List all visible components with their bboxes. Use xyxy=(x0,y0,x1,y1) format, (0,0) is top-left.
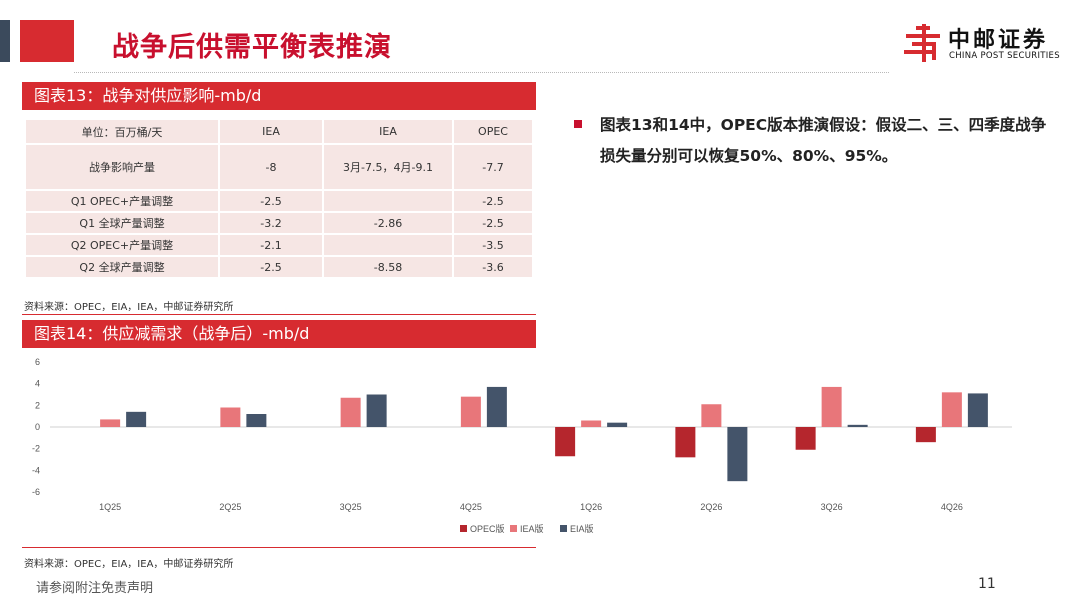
table-header-cell: IEA xyxy=(322,118,454,145)
bar-EIA版-1Q26 xyxy=(607,422,628,427)
table-cell: -2.5 xyxy=(218,255,324,279)
chart-source-divider xyxy=(22,547,536,548)
table-cell: -7.7 xyxy=(452,143,534,191)
bar-EIA版-3Q26 xyxy=(847,424,868,427)
table-cell: Q2 全球产量调整 xyxy=(24,255,220,279)
x-tick-label: 1Q26 xyxy=(580,502,602,512)
table-cell: Q2 OPEC+产量调整 xyxy=(24,233,220,257)
page-number: 11 xyxy=(978,576,996,592)
legend-swatch xyxy=(460,525,467,532)
bar-EIA版-2Q26 xyxy=(727,427,748,482)
table-row: Q1 全球产量调整 -3.2 -2.86 -2.5 xyxy=(24,211,534,235)
chart-section-title: 图表14：供应减需求（战争后）-mb/d xyxy=(22,320,536,348)
table-cell: -3.2 xyxy=(218,211,324,235)
legend-swatch xyxy=(510,525,517,532)
x-tick-label: 4Q25 xyxy=(460,502,482,512)
header-accent-bar xyxy=(0,20,10,62)
table-source-note: 资料来源：OPEC，EIA，IEA，中邮证券研究所 xyxy=(24,302,234,313)
bar-IEA版-1Q26 xyxy=(581,420,602,427)
table-source-divider xyxy=(22,314,536,315)
bar-EIA版-4Q25 xyxy=(486,386,507,427)
table-cell xyxy=(322,189,454,213)
table-header-cell: 单位：百万桶/天 xyxy=(24,118,220,145)
company-logo: 中邮证券 CHINA POST SECURITIES xyxy=(902,22,1072,68)
table-cell: -2.5 xyxy=(452,211,534,235)
legend-swatch xyxy=(560,525,567,532)
table-cell: -3.5 xyxy=(452,233,534,257)
y-tick-label: 2 xyxy=(35,400,40,410)
legend-label: IEA版 xyxy=(520,523,544,534)
supply-demand-bar-chart: 6 4 2 0 -2 -4 -6 1Q25 2Q25 3Q25 4Q25 1Q26 2Q26 3Q26 4Q… xyxy=(32,357,1012,534)
bar-IEA版-3Q26 xyxy=(821,386,842,427)
bar-OPEC版-3Q26 xyxy=(795,427,816,450)
bullet-square-icon xyxy=(574,120,582,128)
bar-IEA版-4Q26 xyxy=(941,392,962,427)
table-cell: -2.5 xyxy=(218,189,324,213)
bar-EIA版-2Q25 xyxy=(246,414,267,427)
table-row: Q1 OPEC+产量调整 -2.5 -2.5 xyxy=(24,189,534,213)
table-cell: -3.6 xyxy=(452,255,534,279)
china-post-emblem-icon xyxy=(904,24,940,62)
table-section-title: 图表13：战争对供应影响-mb/d xyxy=(22,82,536,110)
x-tick-label: 2Q26 xyxy=(700,502,722,512)
bar-OPEC版-2Q26 xyxy=(675,427,696,458)
supply-impact-table: 单位：百万桶/天 IEA IEA OPEC 战争影响产量 -8 3月-7.5，4… xyxy=(24,118,534,279)
footer-disclaimer: 请参阅附注免责声明 xyxy=(36,581,154,596)
legend-label: OPEC版 xyxy=(470,523,505,534)
table-header-row: 单位：百万桶/天 IEA IEA OPEC xyxy=(24,118,534,145)
table-row: Q2 全球产量调整 -2.5 -8.58 -3.6 xyxy=(24,255,534,279)
bar-EIA版-3Q25 xyxy=(366,394,387,427)
bar-IEA版-2Q26 xyxy=(701,404,722,427)
x-tick-label: 3Q25 xyxy=(340,502,362,512)
table-cell xyxy=(322,233,454,257)
bar-EIA版-1Q25 xyxy=(126,411,147,427)
table-cell: Q1 全球产量调整 xyxy=(24,211,220,235)
y-tick-label: -4 xyxy=(32,465,40,475)
table-cell: Q1 OPEC+产量调整 xyxy=(24,189,220,213)
y-tick-label: -6 xyxy=(32,487,40,497)
table-cell: -2.5 xyxy=(452,189,534,213)
page-title: 战争后供需平衡表推演 xyxy=(112,32,392,63)
y-tick-label: 0 xyxy=(35,422,40,432)
x-tick-label: 3Q26 xyxy=(821,502,843,512)
bar-EIA版-4Q26 xyxy=(967,393,988,427)
bar-IEA版-2Q25 xyxy=(220,407,241,427)
table-header-cell: IEA xyxy=(218,118,324,145)
logo-chinese-name: 中邮证券 xyxy=(948,28,1049,53)
table-cell: -2.1 xyxy=(218,233,324,257)
x-tick-label: 4Q26 xyxy=(941,502,963,512)
bar-IEA版-3Q25 xyxy=(340,397,361,427)
bar-OPEC版-1Q26 xyxy=(555,427,576,457)
bar-OPEC版-4Q26 xyxy=(915,427,936,443)
table-cell: -2.86 xyxy=(322,211,454,235)
bar-IEA版-4Q25 xyxy=(460,396,481,427)
y-tick-label: 4 xyxy=(35,379,40,389)
logo-english-name: CHINA POST SECURITIES xyxy=(949,51,1060,61)
x-tick-label: 1Q25 xyxy=(99,502,121,512)
legend-label: EIA版 xyxy=(570,523,594,534)
bullet-text: 图表13和14中，OPEC版本推演假设：假设二、三、四季度战争损失量分别可以恢复… xyxy=(600,116,1047,165)
table-cell: 战争影响产量 xyxy=(24,143,220,191)
table-cell: -8.58 xyxy=(322,255,454,279)
x-tick-label: 2Q25 xyxy=(219,502,241,512)
y-tick-label: 6 xyxy=(35,357,40,367)
header-divider xyxy=(74,72,889,73)
y-tick-label: -2 xyxy=(32,444,40,454)
chart-source-note: 资料来源：OPEC，EIA，IEA，中邮证券研究所 xyxy=(24,559,234,570)
table-cell: 3月-7.5，4月-9.1 xyxy=(322,143,454,191)
table-header-cell: OPEC xyxy=(452,118,534,145)
table-row: Q2 OPEC+产量调整 -2.1 -3.5 xyxy=(24,233,534,257)
table-row: 战争影响产量 -8 3月-7.5，4月-9.1 -7.7 xyxy=(24,143,534,191)
header-red-block xyxy=(20,20,74,62)
table-cell: -8 xyxy=(218,143,324,191)
bar-IEA版-1Q25 xyxy=(100,419,121,427)
